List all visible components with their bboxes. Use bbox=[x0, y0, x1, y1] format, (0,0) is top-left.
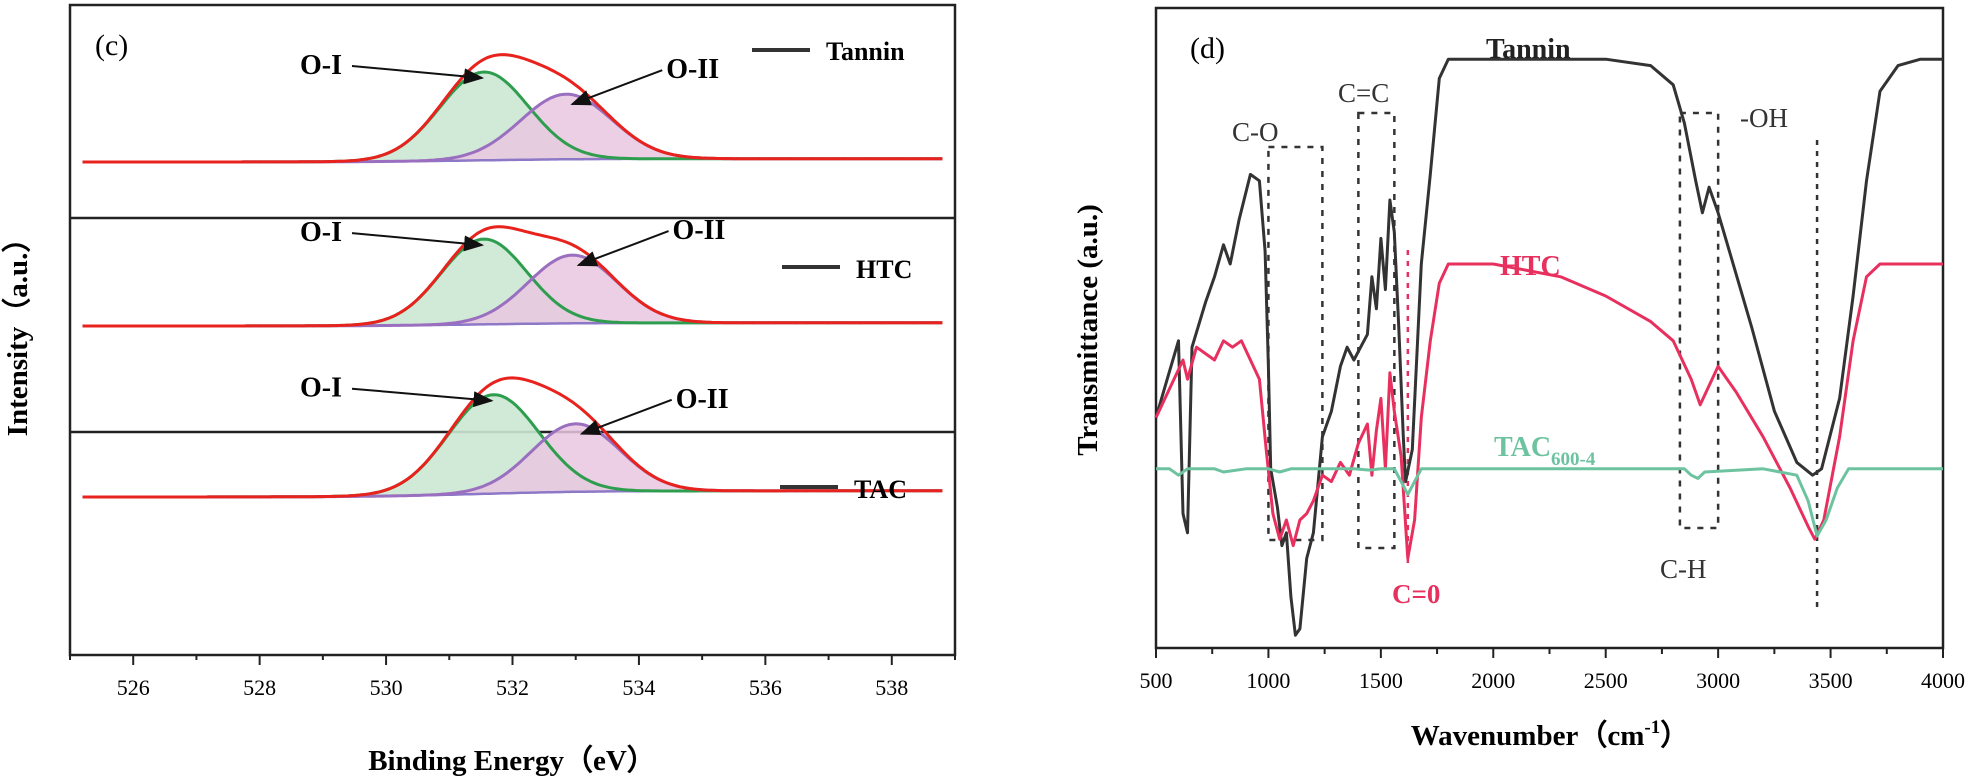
x-tick-label: 2000 bbox=[1471, 668, 1515, 693]
legend-htc: HTC bbox=[782, 255, 912, 284]
o1-arrow bbox=[351, 232, 485, 252]
x-axis-title-sup: -1 bbox=[1644, 717, 1660, 738]
o1-arrow bbox=[351, 65, 485, 85]
annotation-c-h: C-H bbox=[1660, 554, 1707, 584]
x-tick-label: 528 bbox=[243, 675, 276, 700]
legend-label-tac: TAC bbox=[854, 475, 907, 504]
o1-label: O-I bbox=[300, 217, 342, 248]
x-tick-label: 538 bbox=[875, 675, 908, 700]
panel-c-x-axis-title: Binding Energy（eV） bbox=[368, 744, 656, 777]
region-box-co bbox=[1267, 145, 1324, 542]
panel-d-ftir: (d) Tannin HTC TAC600-4 C-O C=C -OH C=0 … bbox=[1072, 6, 1965, 752]
x-axis-title-main: Wavenumber（cm bbox=[1411, 719, 1645, 752]
o1-fill-area bbox=[82, 72, 943, 162]
series-line-htc bbox=[1154, 262, 1943, 560]
x-tick-label: 536 bbox=[749, 675, 782, 700]
x-tick-label: 500 bbox=[1140, 668, 1173, 693]
legend-label-htc: HTC bbox=[856, 255, 912, 284]
x-tick-label: 526 bbox=[117, 675, 150, 700]
panel-d-label: (d) bbox=[1190, 32, 1225, 65]
o2-arrow bbox=[579, 398, 673, 435]
o1-label: O-I bbox=[300, 373, 342, 404]
x-tick-label: 4000 bbox=[1921, 668, 1965, 693]
annotation-c-double-o: C=0 bbox=[1392, 579, 1440, 609]
series-label-htc: HTC bbox=[1500, 251, 1561, 282]
panel-c-y-axis-title: Intensity（a.u.） bbox=[1, 224, 34, 437]
series-line-tac bbox=[1156, 467, 1943, 538]
series-label-tac: TAC600-4 bbox=[1494, 432, 1596, 470]
annotation-c-c: C=C bbox=[1338, 78, 1389, 108]
o2-label: O-II bbox=[666, 54, 719, 85]
region-box-cc bbox=[1357, 111, 1396, 550]
o1-fill-area bbox=[82, 239, 943, 326]
o1-arrow bbox=[351, 387, 494, 408]
o2-label: O-II bbox=[673, 215, 726, 246]
x-tick-label: 1000 bbox=[1246, 668, 1290, 693]
region-boxes bbox=[1267, 111, 1819, 610]
o1-fill-area bbox=[82, 394, 943, 497]
series-label-tannin: Tannin bbox=[1486, 34, 1571, 65]
panel-d-y-axis-title: Transmittance (a.u.) bbox=[1072, 204, 1104, 456]
series-label-tac-main: TAC bbox=[1494, 432, 1551, 463]
x-tick-label: 3500 bbox=[1809, 668, 1853, 693]
region-box-ch bbox=[1678, 111, 1720, 530]
panel-c-label: (c) bbox=[95, 29, 128, 62]
x-tick-label: 2500 bbox=[1584, 668, 1628, 693]
x-tick-label: 3000 bbox=[1696, 668, 1740, 693]
annotation-oh: -OH bbox=[1740, 103, 1788, 133]
o2-arrow bbox=[576, 230, 669, 267]
x-tick-label: 534 bbox=[622, 675, 655, 700]
x-tick-label: 530 bbox=[370, 675, 403, 700]
series-line-tannin bbox=[1154, 57, 1943, 637]
envelope-fit-line bbox=[82, 376, 943, 499]
o2-fill-area bbox=[82, 423, 943, 497]
envelope-fit-line bbox=[82, 53, 943, 164]
o2-label: O-II bbox=[676, 384, 729, 415]
panel-c-xps: (c) O-I O-II O-I O-II O-I O-II Tannin HTC T… bbox=[1, 3, 957, 777]
o1-label: O-I bbox=[300, 50, 342, 81]
legend-tac: TAC bbox=[780, 475, 907, 504]
x-axis-title-end: ） bbox=[1660, 719, 1689, 752]
x-tick-label: 1500 bbox=[1359, 668, 1403, 693]
x-tick-label: 532 bbox=[496, 675, 529, 700]
panel-d-x-axis-title: Wavenumber（cm-1） bbox=[1411, 717, 1689, 752]
o2-arrow bbox=[570, 69, 663, 106]
panel-c-x-axis: 526 528 530 532 534 536 538 bbox=[69, 655, 956, 700]
legend-label-tannin: Tannin bbox=[826, 37, 905, 66]
subplot-htc: O-I O-II bbox=[82, 215, 943, 328]
spectra bbox=[1154, 57, 1943, 637]
legend-tannin: Tannin bbox=[752, 37, 905, 66]
subplot-tannin: O-I O-II bbox=[82, 50, 943, 164]
series-label-tac-sub: 600-4 bbox=[1551, 449, 1596, 470]
panel-d-x-axis: 500 1000 1500 2000 2500 3000 3500 4000 bbox=[1140, 648, 1965, 693]
envelope-fit-line bbox=[82, 225, 943, 328]
annotation-c-o: C-O bbox=[1232, 117, 1279, 147]
subplot-tac: O-I O-II bbox=[82, 373, 943, 499]
panel-d-frame bbox=[1154, 6, 1945, 650]
o2-fill-area bbox=[82, 255, 943, 326]
